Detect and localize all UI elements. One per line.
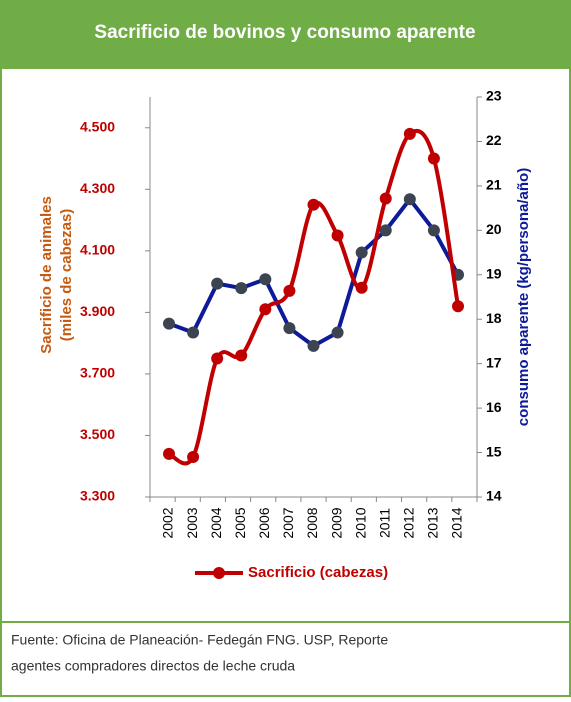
x-tick-label: 2007 bbox=[280, 507, 296, 538]
x-tick-label: 2004 bbox=[208, 507, 224, 538]
point bbox=[163, 317, 175, 330]
x-tick-label: 2009 bbox=[328, 507, 344, 538]
point bbox=[187, 326, 200, 339]
point bbox=[211, 352, 224, 365]
y2-tick-label: 17 bbox=[486, 354, 502, 370]
x-tick-label: 2006 bbox=[256, 507, 272, 538]
y2-tick-label: 15 bbox=[486, 443, 502, 459]
point bbox=[379, 192, 392, 205]
y2-axis-title: consumo aparente (kg/persona/año) bbox=[515, 168, 532, 426]
y2-tick-label: 19 bbox=[486, 265, 502, 281]
y-tick-label: 3.500 bbox=[80, 426, 115, 442]
chart-title: Sacrificio de bovinos y consumo aparente bbox=[94, 22, 475, 43]
legend-marker bbox=[213, 567, 225, 579]
legend-label: Sacrificio (cabezas) bbox=[248, 564, 388, 581]
y2-tick-label: 22 bbox=[486, 132, 502, 148]
y2-tick-label: 21 bbox=[486, 177, 502, 193]
point bbox=[163, 447, 175, 460]
y2-tick-label: 16 bbox=[486, 399, 502, 415]
point bbox=[259, 303, 272, 316]
header bbox=[1, 1, 570, 69]
point bbox=[403, 193, 416, 206]
point bbox=[307, 198, 320, 211]
point bbox=[331, 326, 344, 339]
point bbox=[211, 277, 224, 290]
x-tick-label: 2012 bbox=[401, 507, 417, 538]
x-tick-label: 2003 bbox=[184, 507, 200, 538]
y-tick-label: 4.100 bbox=[80, 242, 115, 258]
point bbox=[355, 281, 368, 294]
point bbox=[355, 246, 368, 259]
y2-tick-label: 23 bbox=[486, 88, 502, 104]
y2-tick-label: 20 bbox=[486, 221, 502, 237]
x-tick-label: 2008 bbox=[304, 507, 320, 538]
source: agentes compradores directos de leche cr… bbox=[11, 658, 295, 674]
x-tick-label: 2014 bbox=[449, 507, 465, 538]
point bbox=[259, 273, 272, 286]
y-tick-label: 3.300 bbox=[80, 488, 115, 504]
point bbox=[427, 224, 440, 237]
point bbox=[235, 282, 248, 295]
point bbox=[452, 300, 464, 313]
x-tick-label: 2011 bbox=[376, 508, 392, 538]
x-tick-label: 2013 bbox=[425, 507, 441, 538]
point bbox=[235, 349, 248, 362]
y-tick-label: 4.300 bbox=[80, 180, 115, 196]
point bbox=[379, 224, 392, 237]
point bbox=[427, 152, 440, 165]
point bbox=[331, 229, 344, 242]
y-tick-label: 3.900 bbox=[80, 303, 115, 319]
y-axis-title: (miles de cabezas) bbox=[58, 209, 75, 342]
y-tick-label: 3.700 bbox=[80, 365, 115, 381]
point bbox=[403, 127, 416, 140]
y-tick-label: 4.500 bbox=[80, 118, 115, 134]
x-tick-label: 2010 bbox=[352, 507, 368, 538]
point bbox=[307, 339, 320, 352]
point bbox=[283, 284, 296, 297]
x-tick-label: 2005 bbox=[232, 507, 248, 538]
point bbox=[283, 322, 296, 335]
y2-tick-label: 14 bbox=[486, 488, 502, 504]
point bbox=[187, 451, 200, 463]
y2-tick-label: 18 bbox=[486, 310, 502, 326]
y-axis-title: Sacrificio de animales bbox=[38, 196, 55, 354]
source: Fuente: Oficina de Planeación- Fedegán F… bbox=[11, 632, 388, 648]
x-tick-label: 2002 bbox=[160, 507, 176, 538]
